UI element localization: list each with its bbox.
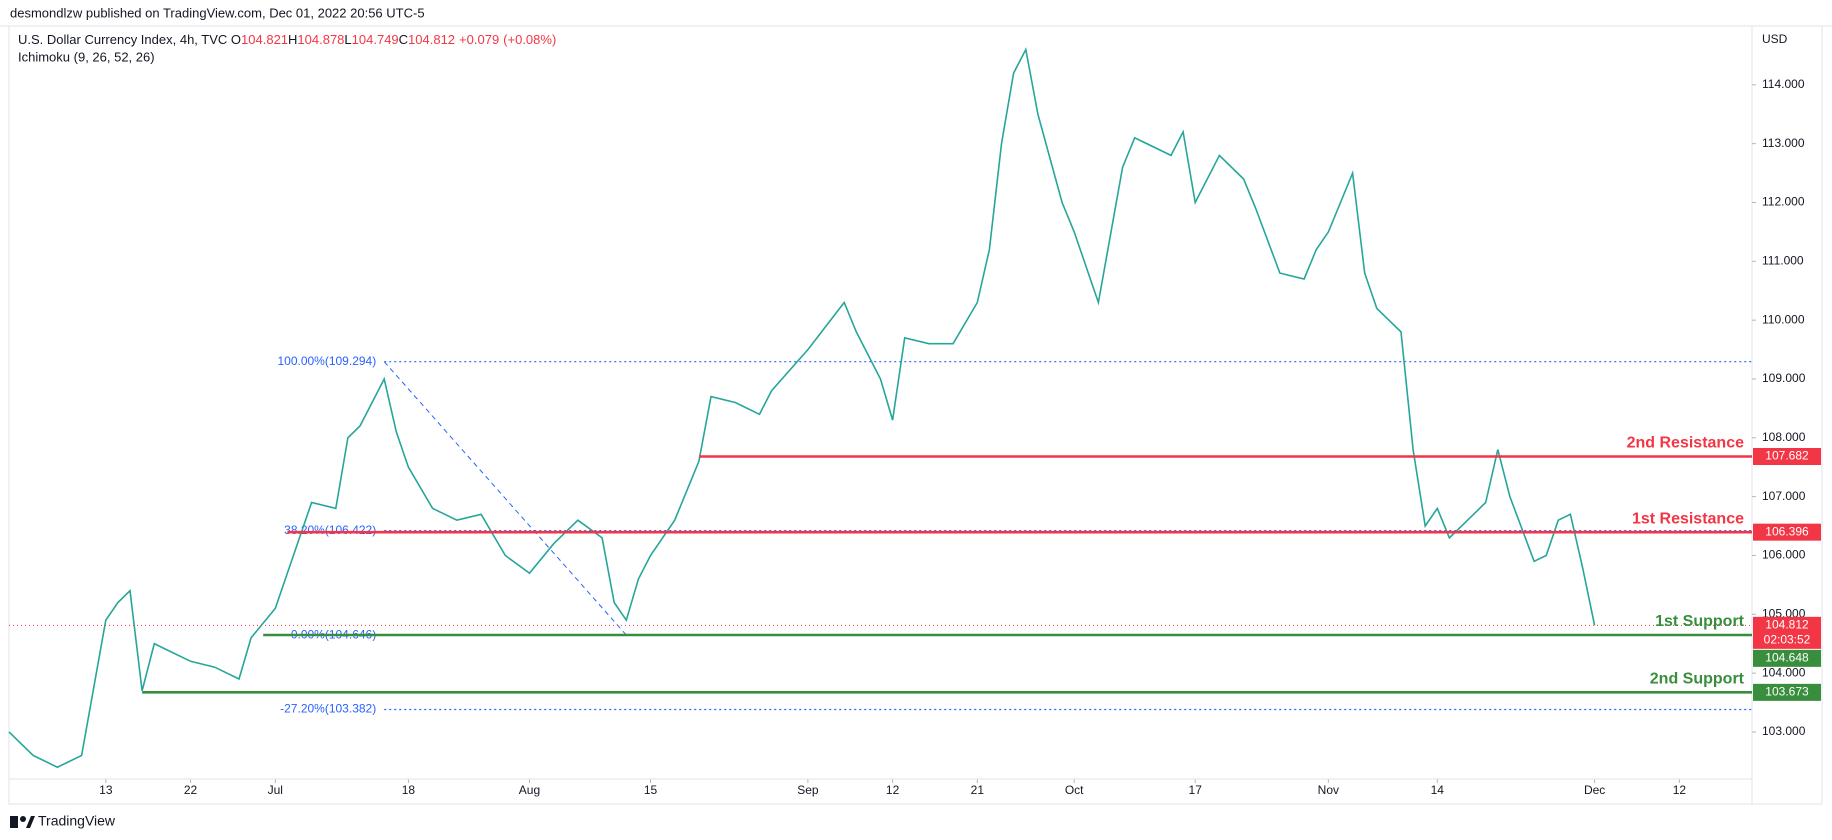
y-tick-label: 107.000: [1762, 489, 1806, 503]
last-price-tag-text: 02:03:52: [1764, 633, 1811, 647]
x-tick-label: 17: [1189, 783, 1203, 797]
x-tick-label: 13: [99, 783, 113, 797]
y-tick-label: 114.000: [1762, 77, 1805, 91]
x-tick-label: Oct: [1065, 783, 1084, 797]
x-tick-label: 22: [184, 783, 198, 797]
fib-label: -27.20%(103.382): [280, 702, 376, 716]
x-tick-label: Sep: [797, 783, 819, 797]
y-tick-label: 108.000: [1762, 430, 1806, 444]
publisher-line: desmondlzw published on TradingView.com,…: [10, 5, 425, 20]
symbol-legend: U.S. Dollar Currency Index, 4h, TVC O104…: [18, 32, 556, 47]
last-price-tag-text: 104.812: [1765, 618, 1809, 632]
y-tick-label: 111.000: [1762, 253, 1804, 267]
ohlc-label: O: [231, 32, 241, 47]
ohlc-value: 104.749: [352, 32, 399, 47]
change: +0.079: [459, 32, 499, 47]
currency-label: USD: [1762, 32, 1788, 46]
level-price-tag: [1753, 448, 1821, 466]
x-tick-label: 18: [402, 783, 416, 797]
x-tick-label: Jul: [268, 783, 283, 797]
level-label: 2nd Resistance: [1627, 435, 1744, 452]
ohlc-value: 104.821: [241, 32, 288, 47]
level-price-tag: [1753, 683, 1821, 701]
ohlc-label: H: [288, 32, 297, 47]
chart-frame: [8, 25, 1823, 805]
ohlc-label: C: [399, 32, 408, 47]
level-label: 2nd Support: [1650, 671, 1745, 688]
x-tick-label: 15: [644, 783, 658, 797]
fib-label: 38.20%(106.422): [284, 523, 376, 537]
x-tick-label: 21: [971, 783, 985, 797]
x-tick-label: 12: [886, 783, 900, 797]
x-tick-label: 12: [1673, 783, 1687, 797]
last-price-tag: [1753, 616, 1821, 649]
x-tick-label: 14: [1431, 783, 1445, 797]
level-price-tag: [1753, 649, 1821, 667]
y-tick-label: 106.000: [1762, 548, 1806, 562]
level-price-tag-text: 104.648: [1765, 651, 1809, 665]
y-tick-label: 110.000: [1762, 312, 1805, 326]
x-tick-label: Aug: [519, 783, 540, 797]
level-price-tag-text: 106.396: [1765, 524, 1809, 538]
footer-brand: TradingView: [38, 813, 116, 829]
ohlc-value: 104.812: [408, 32, 455, 47]
y-tick-label: 109.000: [1762, 371, 1806, 385]
y-tick-label: 113.000: [1762, 136, 1805, 150]
x-tick-label: Nov: [1318, 783, 1339, 797]
ohlc-value: 104.878: [297, 32, 344, 47]
level-label: 1st Support: [1655, 613, 1745, 630]
y-tick-label: 103.000: [1762, 724, 1806, 738]
price-line: [8, 47, 1596, 769]
level-price-tag-text: 103.673: [1765, 685, 1809, 699]
fib-label: 100.00%(109.294): [277, 354, 376, 368]
symbol: U.S. Dollar Currency Index, 4h, TVC: [18, 32, 231, 47]
indicator-legend: Ichimoku (9, 26, 52, 26): [18, 49, 155, 64]
y-tick-label: 104.000: [1762, 665, 1806, 679]
level-price-tag-text: 107.682: [1765, 449, 1809, 463]
level-price-tag: [1753, 523, 1821, 541]
change-pct: (+0.08%): [503, 32, 556, 47]
ohlc-label: L: [344, 32, 351, 47]
level-label: 1st Resistance: [1632, 510, 1744, 527]
footer-logo: [10, 816, 35, 828]
fib-trend: [383, 361, 627, 636]
y-tick-label: 112.000: [1762, 195, 1805, 209]
x-tick-label: Dec: [1584, 783, 1605, 797]
